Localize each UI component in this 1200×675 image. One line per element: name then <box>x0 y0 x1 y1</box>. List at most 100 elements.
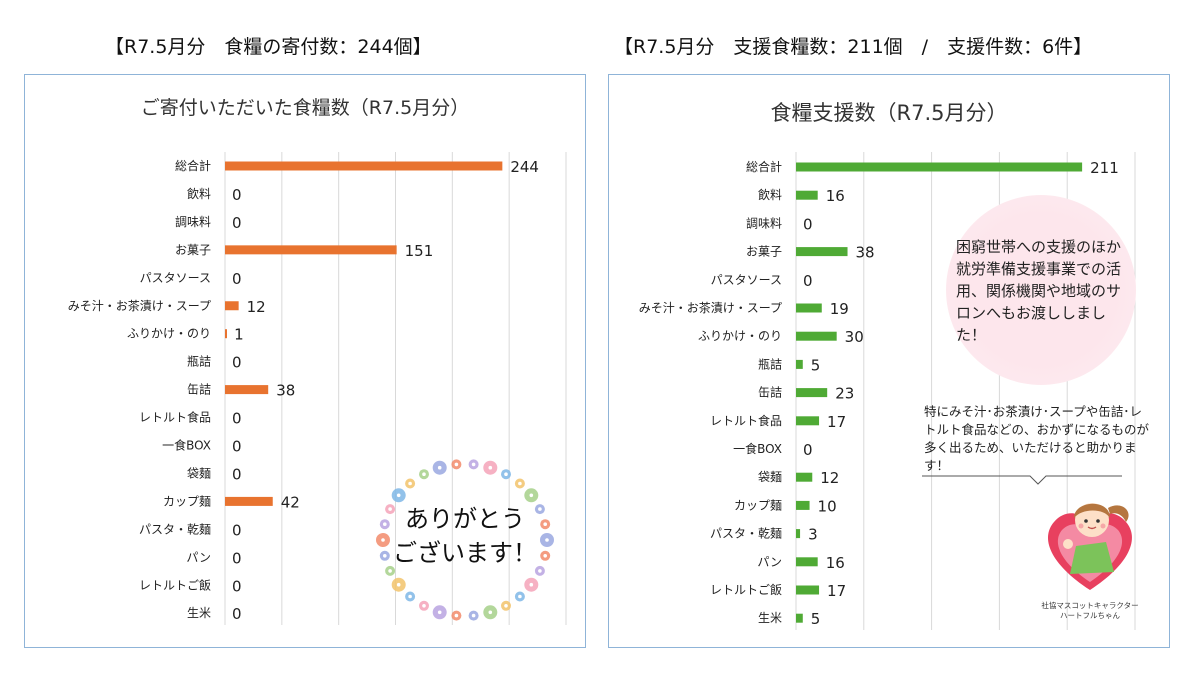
left-value-label: 0 <box>232 549 242 567</box>
left-heading: 【R7.5月分 食糧の寄付数：244個】 <box>105 36 432 58</box>
note-callout-text: 特にみそ汁･お茶漬け･スープや缶詰･レトルト食品などの、おかずになるものが多く出… <box>924 404 1150 473</box>
right-value-label: 23 <box>835 385 854 403</box>
mascot-caption-line-2: ハートフルちゃん <box>1060 611 1120 620</box>
left-value-label: 12 <box>247 298 266 316</box>
wreath-flower-center <box>388 569 392 573</box>
left-bar <box>225 161 503 171</box>
right-value-label: 211 <box>1090 159 1119 177</box>
left-category-label: 瓶詰 <box>187 354 211 369</box>
wreath-flower-center <box>471 462 476 467</box>
wreath-flower-center <box>437 610 442 615</box>
left-value-label: 0 <box>232 186 242 204</box>
right-value-label: 10 <box>818 497 837 515</box>
wreath-flower-center <box>437 465 442 470</box>
right-category-label: 生米 <box>758 611 782 625</box>
right-bar <box>796 331 837 341</box>
right-bar <box>796 303 822 313</box>
wreath-flower-center <box>545 538 549 542</box>
right-value-label: 19 <box>830 300 849 318</box>
wreath-flower-center <box>471 613 476 618</box>
right-value-label: 30 <box>845 328 864 346</box>
left-value-label: 0 <box>232 410 242 428</box>
left-value-label: 0 <box>232 465 242 483</box>
left-category-label: 生米 <box>187 606 211 620</box>
right-category-label: カップ麺 <box>734 498 782 512</box>
right-category-label: 一食BOX <box>733 441 782 456</box>
right-value-label: 5 <box>811 610 821 628</box>
wreath-flower-center <box>381 538 385 542</box>
mascot-caption-line-1: 社協マスコットキャラクター <box>1041 601 1139 610</box>
left-value-label: 42 <box>281 493 300 511</box>
left-value-label: 0 <box>232 354 242 372</box>
left-value-label: 0 <box>232 605 242 623</box>
wreath-flower-center <box>408 594 412 599</box>
wreath-flower-center <box>454 613 459 618</box>
right-bar <box>796 585 820 595</box>
wreath-flower-center <box>538 569 542 573</box>
flower-wreath-icon <box>376 459 554 621</box>
thank-you-line-2: ございます！ <box>393 539 537 567</box>
right-bar <box>796 162 1083 172</box>
right-category-label: 調味料 <box>746 216 782 230</box>
right-bar <box>796 247 848 257</box>
right-category-label: みそ汁・お茶漬け・スープ <box>639 300 782 315</box>
left-value-label: 0 <box>232 438 242 456</box>
wreath-flower-center <box>543 522 547 526</box>
right-category-label: パスタソース <box>711 273 782 287</box>
mascot-heart-icon <box>1048 503 1132 590</box>
left-value-label: 244 <box>510 158 539 176</box>
right-bar <box>796 529 801 539</box>
right-bar <box>796 416 820 426</box>
right-bar <box>796 472 813 482</box>
left-category-label: 飲料 <box>187 186 211 201</box>
wreath-flower-center <box>504 604 508 608</box>
right-value-label: 16 <box>826 554 845 572</box>
right-bar <box>796 500 810 510</box>
wreath-flower-center <box>408 481 412 486</box>
wreath-flower-center <box>454 462 459 467</box>
wreath-flower-center <box>388 507 392 511</box>
note-bubble-text: 困窮世帯への支援のほか就労準備支援事業での活用、関係機関や地域のサロンへもお渡し… <box>956 238 1122 344</box>
left-value-label: 0 <box>232 214 242 232</box>
wreath-flower-center <box>538 507 542 511</box>
right-value-label: 12 <box>820 469 839 487</box>
left-category-label: レトルト食品 <box>139 410 211 425</box>
callout-pointer <box>922 475 1122 485</box>
left-category-label: 総合計 <box>175 158 211 173</box>
wreath-flower-center <box>383 554 387 558</box>
right-value-label: 16 <box>826 187 845 205</box>
thank-you-text: ありがとう ございます！ <box>370 502 560 570</box>
wreath-flower-center <box>396 582 401 587</box>
left-value-label: 38 <box>276 382 295 400</box>
left-bar <box>225 301 239 311</box>
left-category-label: 調味料 <box>175 215 211 229</box>
right-category-label: パスタ・乾麺 <box>710 527 782 541</box>
left-bar <box>225 385 269 395</box>
thank-you-wreath: ありがとう ございます！ <box>370 450 560 630</box>
left-value-label: 0 <box>232 521 242 539</box>
left-category-label: カップ麺 <box>163 494 211 508</box>
left-bar <box>225 496 273 506</box>
left-chart-title: ご寄付いただいた食糧数（R7.5月分） <box>140 97 470 119</box>
right-category-label: ふりかけ・のり <box>698 329 782 343</box>
right-bar <box>796 388 828 398</box>
left-category-label: ふりかけ・のり <box>127 327 211 341</box>
right-category-label: 缶詰 <box>758 385 782 400</box>
wreath-flower-center <box>529 582 534 587</box>
note-bubble <box>946 195 1136 385</box>
left-category-label: お菓子 <box>175 243 211 257</box>
wreath-flower-center <box>529 493 534 498</box>
right-category-label: パン <box>757 555 782 569</box>
left-bar <box>225 245 397 255</box>
right-value-label: 3 <box>808 526 818 544</box>
right-category-label: レトルトご飯 <box>710 582 782 597</box>
right-value-label: 17 <box>827 413 846 431</box>
wreath-flower-center <box>518 481 522 486</box>
right-category-label: お菓子 <box>746 245 782 259</box>
right-heading: 【R7.5月分 支援食糧数：211個 / 支援件数：6件】 <box>614 36 1093 58</box>
right-value-label: 0 <box>803 215 813 233</box>
wreath-flower-center <box>396 493 401 498</box>
left-category-label: パスタソース <box>140 271 211 285</box>
left-value-label: 0 <box>232 270 242 288</box>
